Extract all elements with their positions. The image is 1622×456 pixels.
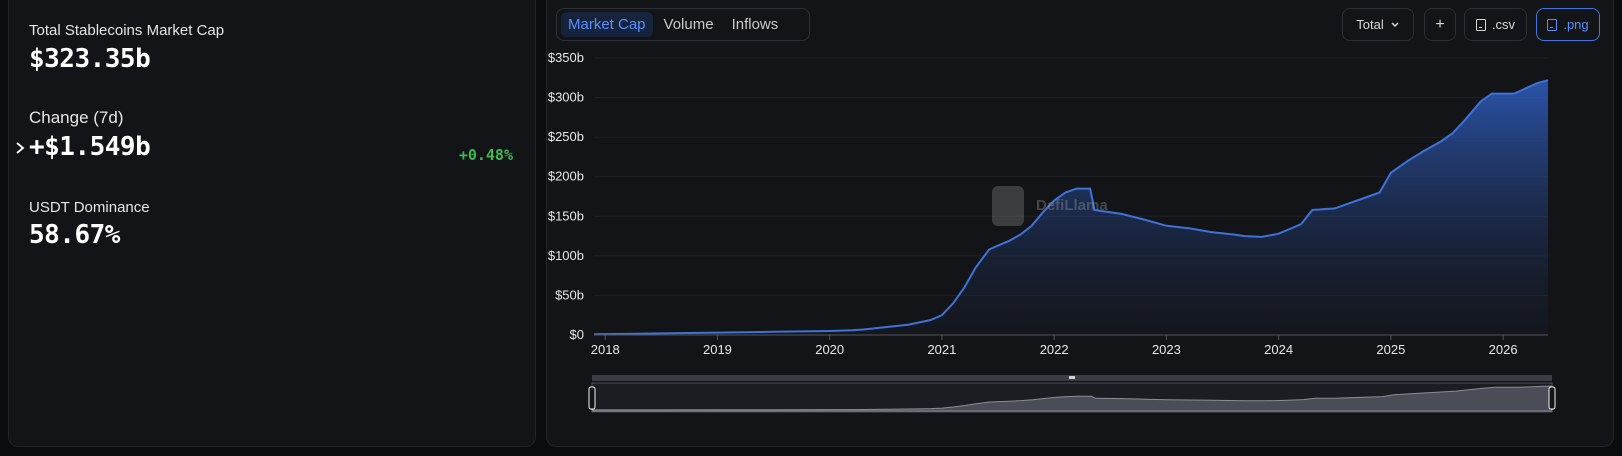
change-7d-value: +$1.549b	[29, 132, 151, 162]
tab-volume[interactable]: Volume	[663, 16, 714, 33]
market-cap-area	[594, 80, 1548, 335]
brush-handle-right[interactable]	[1548, 386, 1556, 410]
x-tick-label: 2024	[1264, 342, 1293, 357]
x-tick-label: 2022	[1040, 342, 1069, 357]
chevron-right-icon[interactable]	[13, 140, 27, 156]
market-cap-value: $323.35b	[29, 44, 151, 74]
usdt-dominance-value: 58.67%	[29, 220, 120, 250]
csv-label: .csv	[1491, 17, 1516, 32]
csv-download-button[interactable]: .csv	[1464, 8, 1527, 41]
tab-market-cap[interactable]: Market Cap	[561, 12, 653, 37]
y-tick-label: $100b	[548, 248, 584, 263]
y-tick-label: $0	[570, 327, 584, 342]
y-tick-label: $200b	[548, 169, 584, 184]
y-tick-label: $300b	[548, 90, 584, 105]
x-tick-label: 2020	[815, 342, 844, 357]
change-7d-label: Change (7d)	[29, 108, 124, 127]
watermark-text: DefiLlama	[1036, 197, 1108, 214]
total-dropdown-label: Total	[1356, 17, 1384, 32]
add-button[interactable]: +	[1424, 8, 1456, 41]
png-label: .png	[1563, 17, 1589, 32]
y-tick-label: $250b	[548, 129, 584, 144]
chevron-down-icon	[1391, 21, 1399, 27]
brush-handle-left[interactable]	[588, 386, 596, 410]
market-cap-chart: $0 $50b $100b $150b $200b $250b $300b $350b 2018…	[548, 50, 1556, 413]
x-tick-label: 2018	[591, 342, 620, 357]
x-tick-label: 2019	[703, 342, 732, 357]
stats-panel: Total Stablecoins Market Cap $323.35b Ch…	[8, 0, 536, 447]
x-tick-label: 2021	[927, 342, 956, 357]
plus-icon: +	[1435, 15, 1445, 33]
brush-grip-icon[interactable]	[1069, 376, 1075, 379]
file-icon	[1475, 18, 1486, 31]
defillama-watermark: DefiLlama	[992, 186, 1108, 226]
png-download-button[interactable]: .png	[1536, 8, 1600, 41]
y-tick-label: $350b	[548, 50, 584, 65]
chart-panel: Market Cap Volume Inflows Total + .csv .…	[546, 0, 1614, 447]
y-tick-label: $50b	[555, 287, 584, 302]
x-tick-label: 2025	[1376, 342, 1405, 357]
change-7d-percent: +0.48%	[458, 146, 513, 164]
range-brush[interactable]	[588, 375, 1556, 413]
llama-logo-icon	[992, 186, 1024, 226]
file-icon	[1547, 18, 1558, 31]
y-tick-label: $150b	[548, 208, 584, 223]
x-tick-label: 2026	[1489, 342, 1518, 357]
brush-preview-area	[591, 385, 1553, 412]
tab-inflows[interactable]: Inflows	[731, 16, 779, 33]
market-cap-label: Total Stablecoins Market Cap	[29, 22, 225, 39]
usdt-dominance-label: USDT Dominance	[29, 199, 150, 216]
x-tick-label: 2023	[1152, 342, 1181, 357]
total-dropdown[interactable]: Total	[1342, 8, 1414, 41]
chart-tabs: Market Cap Volume Inflows	[556, 8, 810, 41]
market-cap-line	[593, 79, 1549, 336]
